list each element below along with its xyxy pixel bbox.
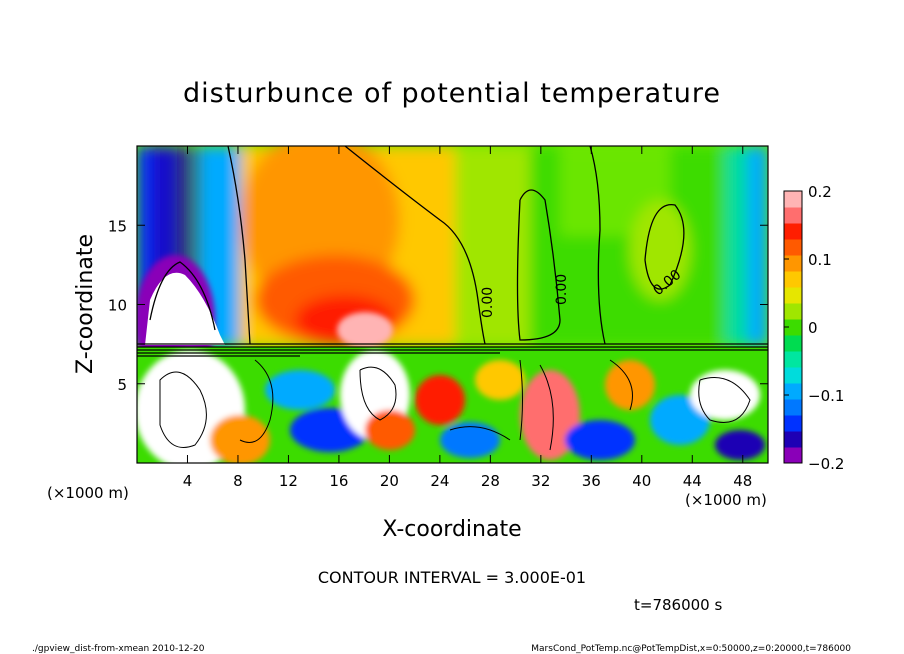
x-tick-label: 44 [683, 472, 702, 490]
colorbar-swatch [784, 271, 802, 288]
colorbar-swatch [784, 399, 802, 416]
colorbar-tick-label: 0.1 [808, 251, 832, 269]
y-tick-label: 10 [108, 297, 127, 315]
colorbar-swatch [784, 335, 802, 352]
x-tick-label: 20 [380, 472, 399, 490]
colorbar-swatch [784, 447, 802, 464]
x-tick-label: 36 [582, 472, 601, 490]
colorbar: −0.2 −0.1 0 0.1 0.2 [783, 183, 844, 473]
colorbar-tick-label: −0.2 [808, 455, 844, 473]
x-tick-label: 28 [481, 472, 500, 490]
colorbar-swatch [784, 431, 802, 448]
x-tick-label: 48 [733, 472, 752, 490]
x-tick-label: 4 [183, 472, 193, 490]
x-axis: 4 8 12 16 20 24 28 32 36 40 44 48 [183, 146, 752, 490]
colorbar-swatch [784, 383, 802, 400]
colorbar-swatch [784, 303, 802, 320]
colorbar-swatch [784, 351, 802, 368]
x-axis-label: X-coordinate [382, 517, 521, 542]
colorbar-tick-label: 0 [808, 319, 818, 337]
x-tick-label: 40 [632, 472, 651, 490]
plot-area [137, 146, 768, 463]
footer-right: MarsCond_PotTemp.nc@PotTempDist,x=0:5000… [531, 644, 851, 654]
colorbar-swatch [784, 191, 802, 208]
x-unit-left: (×1000 m) [47, 484, 129, 502]
y-tick-label: 15 [108, 217, 127, 235]
x-tick-label: 24 [430, 472, 449, 490]
chart-title: disturbunce of potential temperature [183, 78, 721, 109]
y-axis: 5 10 15 [108, 217, 768, 394]
colorbar-swatch [784, 367, 802, 384]
colorbar-swatch [784, 287, 802, 304]
x-tick-label: 12 [279, 472, 298, 490]
footer-left: ./gpview_dist-from-xmean 2010-12-20 [32, 644, 205, 654]
contour-label: 0.00 [554, 274, 570, 305]
x-unit-right: (×1000 m) [685, 491, 767, 509]
colorbar-swatch [784, 415, 802, 432]
x-tick-label: 16 [329, 472, 348, 490]
contour-interval: CONTOUR INTERVAL = 3.000E-01 [318, 568, 586, 587]
colorbar-swatch [784, 255, 802, 272]
colorbar-swatch [784, 239, 802, 256]
colorbar-swatch [784, 207, 802, 224]
contour-label: 0.00 [480, 287, 496, 318]
colorbar-tick-label: −0.1 [808, 387, 844, 405]
y-axis-label: Z-coordinate [73, 234, 98, 374]
colorbar-swatch [784, 223, 802, 240]
colorbar-swatch [784, 319, 802, 336]
x-tick-label: 32 [531, 472, 550, 490]
time-stamp: t=786000 s [634, 596, 722, 614]
y-tick-label: 5 [117, 376, 127, 394]
x-tick-label: 8 [233, 472, 243, 490]
colorbar-tick-label: 0.2 [808, 183, 832, 201]
